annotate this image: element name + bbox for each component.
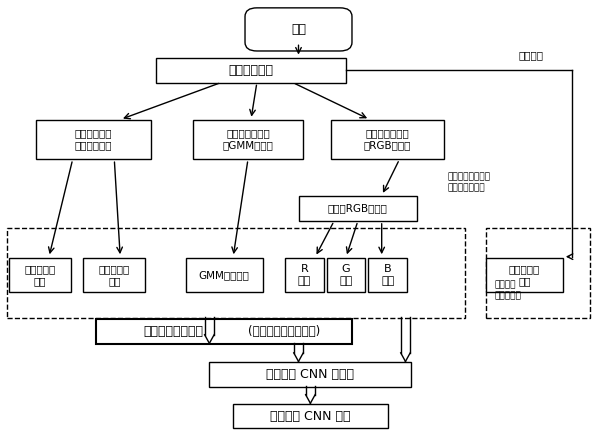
FancyBboxPatch shape	[9, 258, 71, 293]
Text: 行人掩码组合特征: 行人掩码组合特征	[144, 325, 204, 338]
Text: 行人检测方框
内的光流矢量: 行人检测方框 内的光流矢量	[75, 128, 112, 150]
Text: 光流矢量的
方向: 光流矢量的 方向	[99, 264, 130, 286]
Text: 手工标注: 手工标注	[518, 50, 543, 60]
FancyBboxPatch shape	[298, 196, 417, 221]
FancyBboxPatch shape	[97, 319, 352, 344]
FancyBboxPatch shape	[36, 120, 152, 159]
Text: 期望的前景
掩码: 期望的前景 掩码	[509, 264, 540, 286]
FancyBboxPatch shape	[156, 58, 346, 83]
Text: B
部分: B 部分	[381, 264, 394, 286]
Text: 前景掩码 CNN 模型: 前景掩码 CNN 模型	[270, 410, 350, 423]
Text: (也是训练样本的输入): (也是训练样本的输入)	[248, 325, 320, 338]
Text: 视频: 视频	[291, 23, 306, 36]
FancyBboxPatch shape	[331, 120, 444, 159]
Text: 修改的RGB图像块: 修改的RGB图像块	[328, 204, 388, 214]
Text: 训练样本
的期望输出: 训练样本 的期望输出	[494, 281, 521, 300]
FancyBboxPatch shape	[83, 258, 146, 293]
Text: 将背景对应的像素
的颜色改为灰色: 将背景对应的像素 的颜色改为灰色	[447, 173, 490, 192]
FancyBboxPatch shape	[210, 362, 411, 387]
Text: R
部分: R 部分	[298, 264, 311, 286]
Text: 光流矢量的
幅度: 光流矢量的 幅度	[24, 264, 56, 286]
Text: GMM前景掩码: GMM前景掩码	[199, 270, 250, 280]
FancyBboxPatch shape	[285, 258, 324, 293]
FancyBboxPatch shape	[245, 8, 352, 51]
Text: 行人检测方框内
的GMM前景掩: 行人检测方框内 的GMM前景掩	[223, 128, 273, 150]
Text: 行人检测方框内
的RGB图像块: 行人检测方框内 的RGB图像块	[364, 128, 411, 150]
FancyBboxPatch shape	[186, 258, 263, 293]
FancyBboxPatch shape	[233, 404, 387, 428]
FancyBboxPatch shape	[193, 120, 303, 159]
Text: G
部分: G 部分	[340, 264, 353, 286]
Text: 检测到的行人: 检测到的行人	[229, 64, 273, 77]
Text: 前景掩码 CNN 的训练: 前景掩码 CNN 的训练	[266, 368, 355, 381]
FancyBboxPatch shape	[486, 258, 563, 293]
FancyBboxPatch shape	[368, 258, 407, 293]
FancyBboxPatch shape	[327, 258, 365, 293]
